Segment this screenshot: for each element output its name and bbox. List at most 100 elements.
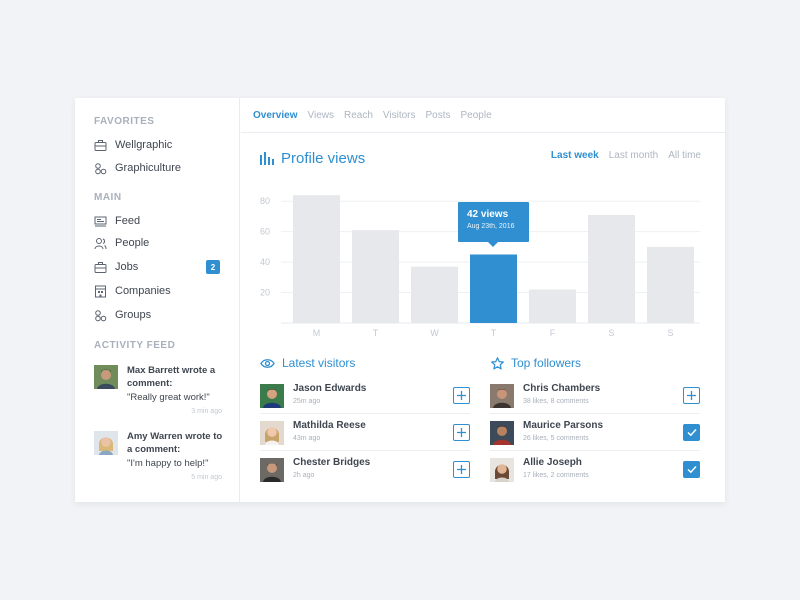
tab-overview[interactable]: Overview <box>253 109 298 121</box>
profile-views-title: Profile views <box>281 150 366 167</box>
sidebar-item-label: Groups <box>115 309 152 321</box>
tab-views[interactable]: Views <box>307 109 334 121</box>
main-title: MAIN <box>94 192 122 203</box>
x-tick-label: M <box>313 328 321 338</box>
sidebar-item-feed[interactable]: Feed <box>94 212 222 230</box>
feed-icon <box>94 215 107 228</box>
dashboard-card: FAVORITES Wellgraphic Graphiculture MAIN… <box>75 98 725 502</box>
visitor-time: 2h ago <box>293 472 315 479</box>
follower-stats: 26 likes, 5 comments <box>523 435 589 442</box>
follower-stats: 38 likes, 8 comments <box>523 398 589 405</box>
add-button[interactable] <box>683 387 700 404</box>
avatar <box>260 384 284 408</box>
sidebar-item-wellgraphic[interactable]: Wellgraphic <box>94 136 222 154</box>
activity-quote: "Really great work!" <box>127 392 210 403</box>
activity-time: 5 min ago <box>191 474 222 481</box>
avatar <box>94 365 118 389</box>
add-button[interactable] <box>453 424 470 441</box>
y-tick-label: 20 <box>260 288 270 298</box>
visitor-row[interactable]: Chester Bridges 2h ago <box>260 451 470 488</box>
sidebar-item-label: Wellgraphic <box>115 139 173 151</box>
top-followers-header: Top followers <box>491 356 581 370</box>
sidebar-item-jobs[interactable]: Jobs 2 <box>94 258 222 276</box>
x-tick-label: W <box>430 328 439 338</box>
avatar <box>260 458 284 482</box>
follower-row[interactable]: Allie Joseph 17 likes, 2 comments <box>490 451 700 488</box>
tab-visitors[interactable]: Visitors <box>382 109 416 121</box>
avatar <box>260 421 284 445</box>
activity-feed-title: ACTIVITY FEED <box>94 340 176 351</box>
sidebar-item-label: Graphiculture <box>115 162 182 174</box>
chart-tooltip: 42 views Aug 23th, 2016 <box>458 202 529 247</box>
bar <box>293 195 340 323</box>
sidebar: FAVORITES Wellgraphic Graphiculture MAIN… <box>75 98 240 502</box>
sidebar-item-label: Jobs <box>115 261 139 273</box>
bar <box>411 266 458 323</box>
y-tick-label: 80 <box>260 196 270 206</box>
sidebar-item-groups[interactable]: Groups <box>94 306 222 324</box>
plus-icon <box>457 428 466 437</box>
visitor-name: Mathilda Reese <box>293 420 366 431</box>
group-icon <box>94 309 107 322</box>
latest-visitors-title: Latest visitors <box>282 356 356 370</box>
follower-row[interactable]: Chris Chambers 38 likes, 8 comments <box>490 377 700 414</box>
visitor-time: 43m ago <box>293 435 321 442</box>
following-checkbox[interactable] <box>683 461 700 478</box>
activity-text: Max Barrett wrote a comment: <box>127 365 216 389</box>
visitor-row[interactable]: Mathilda Reese 43m ago <box>260 414 470 451</box>
follower-stats: 17 likes, 2 comments <box>523 472 589 479</box>
bar <box>647 246 694 323</box>
star-icon <box>491 356 504 369</box>
avatar <box>490 421 514 445</box>
range-last-week[interactable]: Last week <box>550 150 599 161</box>
sidebar-item-graphiculture[interactable]: Graphiculture <box>94 159 222 177</box>
sidebar-item-label: Feed <box>115 215 141 227</box>
top-followers-title: Top followers <box>511 356 582 370</box>
profile-views-header: Profile views <box>260 150 365 167</box>
bar <box>352 230 399 323</box>
x-tick-label: S <box>667 328 673 338</box>
people-icon <box>94 237 107 250</box>
jobs-count-badge: 2 <box>206 260 220 274</box>
tab-reach[interactable]: Reach <box>343 109 373 121</box>
sidebar-item-companies[interactable]: Companies <box>94 282 222 300</box>
tab-people[interactable]: People <box>460 109 492 121</box>
latest-visitors-header: Latest visitors <box>260 356 355 370</box>
activity-time: 3 min ago <box>191 408 222 415</box>
check-icon <box>686 465 697 474</box>
visitor-name: Jason Edwards <box>293 383 367 394</box>
sidebar-item-people[interactable]: People <box>94 234 222 252</box>
avatar <box>94 431 118 455</box>
y-tick-label: 40 <box>260 257 270 267</box>
plus-icon <box>457 391 466 400</box>
briefcase-icon <box>94 261 107 274</box>
group-icon <box>94 162 107 175</box>
activity-text: Amy Warren wrote to a comment: <box>127 431 223 455</box>
plus-icon <box>457 465 466 474</box>
tooltip-value: 42 views <box>467 209 509 220</box>
follower-row[interactable]: Maurice Parsons 26 likes, 5 comments <box>490 414 700 451</box>
visitor-row[interactable]: Jason Edwards 25m ago <box>260 377 470 414</box>
x-tick-label: S <box>608 328 614 338</box>
top-tabs: Overview Views Reach Visitors Posts Peop… <box>241 98 725 133</box>
briefcase-icon <box>94 139 107 152</box>
bar-highlighted <box>470 254 517 323</box>
eye-icon <box>260 358 275 368</box>
range-all-time[interactable]: All time <box>668 150 701 161</box>
add-button[interactable] <box>453 387 470 404</box>
follower-name: Maurice Parsons <box>523 420 604 431</box>
bar <box>529 289 576 323</box>
visitor-time: 25m ago <box>293 398 321 405</box>
follower-name: Allie Joseph <box>523 457 582 468</box>
add-button[interactable] <box>453 461 470 478</box>
y-tick-label: 60 <box>260 227 270 237</box>
bar-chart-icon <box>260 152 274 165</box>
tab-posts[interactable]: Posts <box>425 109 451 121</box>
following-checkbox[interactable] <box>683 424 700 441</box>
range-last-month[interactable]: Last month <box>608 150 659 161</box>
check-icon <box>686 428 697 437</box>
bar <box>588 214 635 323</box>
tooltip-date: Aug 23th, 2016 <box>467 223 515 230</box>
x-tick-label: T <box>491 328 497 338</box>
x-tick-label: F <box>550 328 556 338</box>
